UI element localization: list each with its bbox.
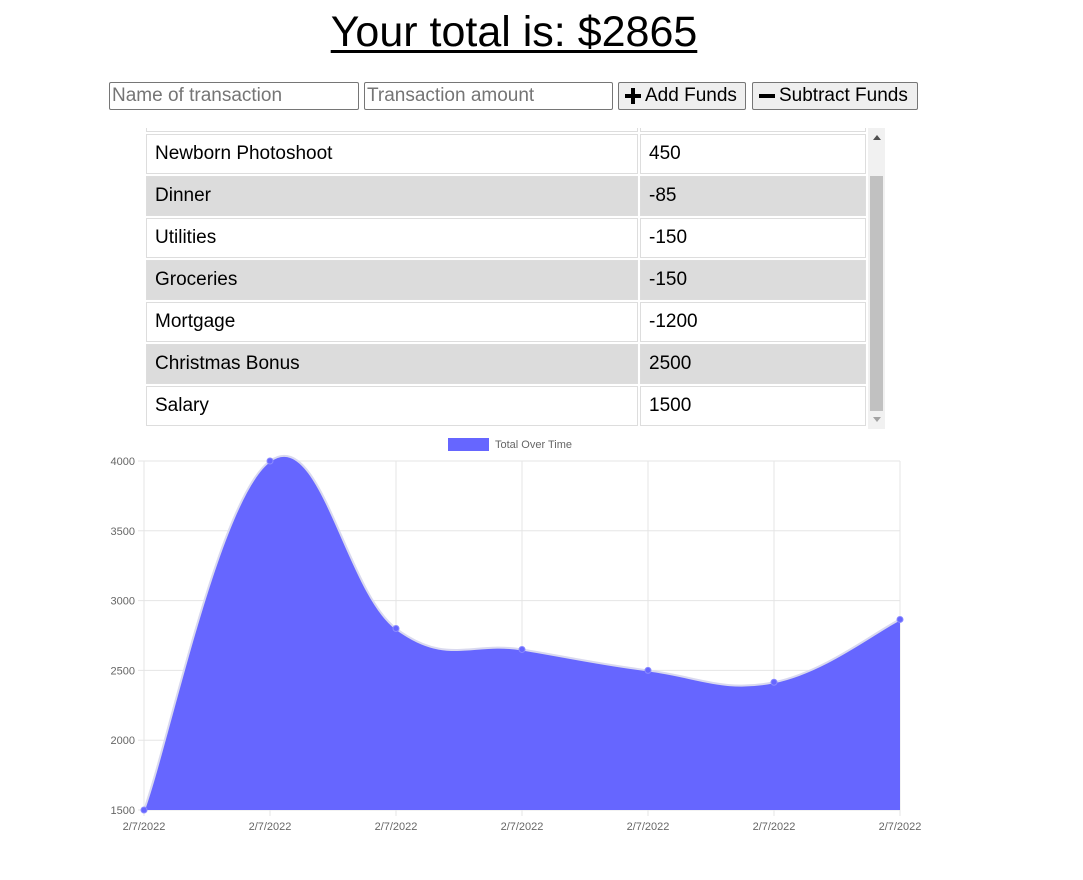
table-row: Christmas Bonus 2500 xyxy=(146,344,866,384)
x-tick-label: 2/7/2022 xyxy=(753,821,796,833)
chart-legend[interactable]: Total Over Time xyxy=(448,438,572,451)
legend-label: Total Over Time xyxy=(495,439,572,451)
transaction-amount-cell: 1500 xyxy=(640,386,866,426)
table-row-header-placeholder xyxy=(146,128,866,132)
minus-icon xyxy=(759,88,775,104)
y-tick-label: 3500 xyxy=(111,526,135,538)
chart-area-layer xyxy=(143,454,901,811)
y-tick-label: 4000 xyxy=(111,456,135,468)
table-row: Newborn Photoshoot 450 xyxy=(146,134,866,174)
transaction-amount-cell: -150 xyxy=(640,218,866,258)
y-tick-label: 3000 xyxy=(111,596,135,608)
transaction-name-cell: Salary xyxy=(146,386,638,426)
transaction-amount-cell: -1200 xyxy=(640,302,866,342)
y-tick-label: 2500 xyxy=(111,665,135,677)
add-funds-button[interactable]: Add Funds xyxy=(618,82,746,110)
x-tick-label: 2/7/2022 xyxy=(375,821,418,833)
table-scrollbar[interactable] xyxy=(868,128,885,429)
subtract-funds-button[interactable]: Subtract Funds xyxy=(752,82,918,110)
transaction-amount-cell: 2500 xyxy=(640,344,866,384)
data-point[interactable] xyxy=(896,615,904,623)
data-point[interactable] xyxy=(644,666,652,674)
transaction-amount-cell: -150 xyxy=(640,260,866,300)
transaction-name-cell: Newborn Photoshoot xyxy=(146,134,638,174)
subtract-funds-label: Subtract Funds xyxy=(779,85,908,106)
scroll-thumb[interactable] xyxy=(870,176,883,411)
y-tick-label: 2000 xyxy=(111,735,135,747)
transaction-amount-cell: 450 xyxy=(640,134,866,174)
total-over-time-chart: Total Over Time 1500 2000 2500 3000 3500 4000… xyxy=(111,438,922,833)
table-row: Mortgage -1200 xyxy=(146,302,866,342)
transaction-name-cell: Dinner xyxy=(146,176,638,216)
transaction-amount-input[interactable] xyxy=(364,82,613,110)
data-point[interactable] xyxy=(266,457,274,465)
legend-swatch xyxy=(448,438,489,451)
series-line xyxy=(143,454,901,811)
data-point[interactable] xyxy=(140,806,148,814)
add-funds-label: Add Funds xyxy=(645,85,737,106)
transaction-amount-cell: -85 xyxy=(640,176,866,216)
transactions-table: Newborn Photoshoot 450 Dinner -85 Utilit… xyxy=(144,128,868,428)
transactions-table-container[interactable]: Newborn Photoshoot 450 Dinner -85 Utilit… xyxy=(144,128,885,429)
y-axis-labels: 1500 2000 2500 3000 3500 4000 xyxy=(111,456,135,817)
series-area xyxy=(144,455,900,810)
y-tick-label: 1500 xyxy=(111,805,135,817)
data-point[interactable] xyxy=(518,645,526,653)
total-text: Your total is: $2865 xyxy=(330,8,698,56)
x-tick-label: 2/7/2022 xyxy=(501,821,544,833)
table-row: Salary 1500 xyxy=(146,386,866,426)
plus-icon xyxy=(625,88,641,104)
scroll-down-arrow-icon[interactable] xyxy=(873,417,881,422)
data-point[interactable] xyxy=(770,678,778,686)
x-tick-label: 2/7/2022 xyxy=(627,821,670,833)
table-row: Utilities -150 xyxy=(146,218,866,258)
x-axis-labels: 2/7/2022 2/7/2022 2/7/2022 2/7/2022 2/7/2022… xyxy=(123,821,922,833)
x-tick-label: 2/7/2022 xyxy=(123,821,166,833)
scroll-up-arrow-icon[interactable] xyxy=(873,135,881,140)
table-row: Groceries -150 xyxy=(146,260,866,300)
total-heading: Your total is: $2865 xyxy=(0,6,1028,58)
transaction-name-cell: Christmas Bonus xyxy=(146,344,638,384)
table-row: Dinner -85 xyxy=(146,176,866,216)
transaction-name-cell: Utilities xyxy=(146,218,638,258)
x-tick-label: 2/7/2022 xyxy=(879,821,922,833)
chart-points-layer xyxy=(140,457,904,814)
transaction-name-cell: Mortgage xyxy=(146,302,638,342)
transaction-name-input[interactable] xyxy=(109,82,359,110)
transaction-name-cell: Groceries xyxy=(146,260,638,300)
data-point[interactable] xyxy=(392,625,400,633)
x-tick-label: 2/7/2022 xyxy=(249,821,292,833)
